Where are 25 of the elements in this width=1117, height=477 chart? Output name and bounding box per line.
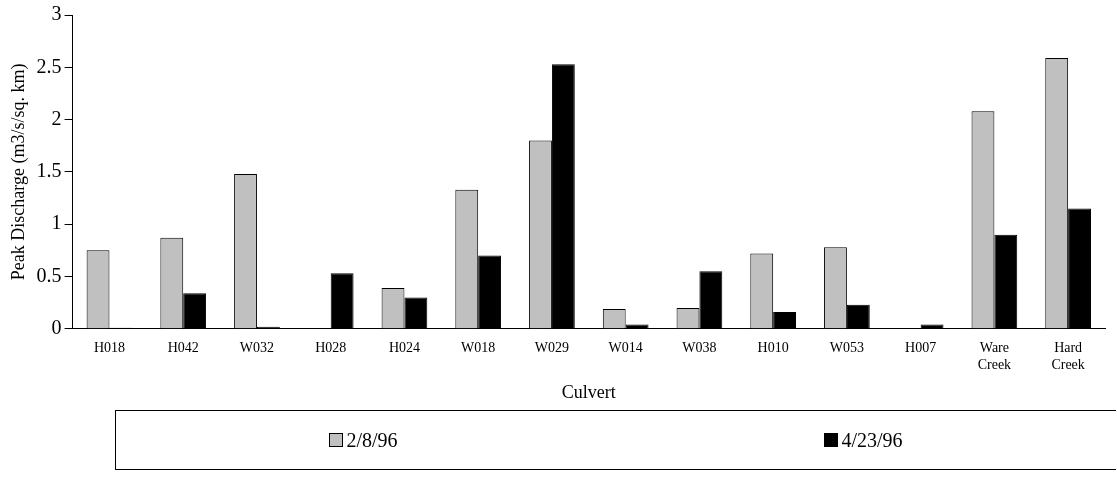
legend-label: 2/8/96: [346, 428, 398, 452]
x-tick-label: Hard Creek: [1051, 339, 1085, 372]
y-tick-label: 1: [51, 211, 62, 234]
y-tick-label: 3: [51, 2, 62, 25]
x-tick-label: W032: [239, 339, 275, 355]
x-axis-title: Culvert: [561, 381, 616, 402]
x-tick-label: H024: [388, 339, 421, 355]
x-tick-label: W029: [534, 339, 570, 355]
x-tick-label: H018: [93, 339, 126, 355]
x-tick-label: W053: [829, 339, 865, 355]
x-tick-label: H007: [905, 339, 937, 355]
legend-label: 4/23/96: [841, 428, 903, 452]
x-tick-label: H028: [315, 339, 347, 355]
y-tick-label: 2: [51, 106, 62, 129]
y-tick-label: 1.5: [36, 159, 62, 182]
y-tick-label: 0.5: [36, 263, 62, 286]
x-tick-label: W038: [682, 339, 717, 355]
y-tick-label: 0: [51, 316, 62, 339]
x-tick-label: H042: [167, 339, 199, 355]
x-tick-label: H010: [757, 339, 789, 355]
x-tick-label: W018: [461, 339, 496, 355]
y-axis-title: Peak Discharge (m3/s/sq. km): [7, 63, 29, 281]
x-tick-label: W014: [608, 339, 643, 355]
y-tick-label: 2.5: [36, 54, 62, 77]
x-tick-label: Ware Creek: [977, 339, 1012, 372]
